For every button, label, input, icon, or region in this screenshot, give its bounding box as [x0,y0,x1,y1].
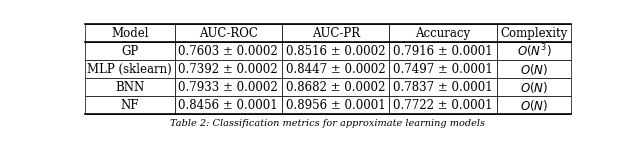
Text: Table 2: Classification metrics for approximate learning models: Table 2: Classification metrics for appr… [170,119,486,128]
